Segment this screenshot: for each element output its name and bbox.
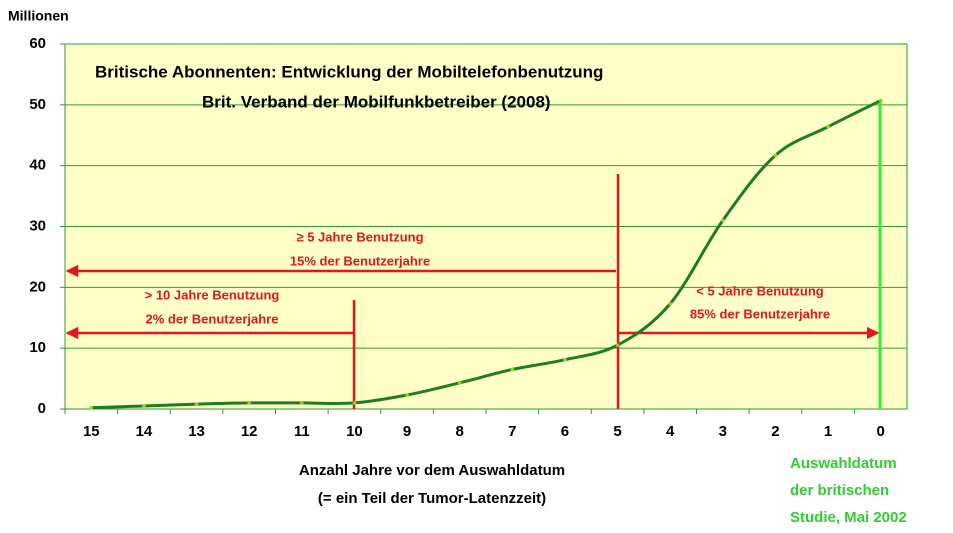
point: [142, 404, 146, 408]
y-tick-label: 10: [29, 339, 46, 356]
y-tick-label: 20: [29, 278, 46, 295]
y-tick-label: 40: [29, 157, 46, 174]
x-tick-label: 1: [824, 423, 832, 440]
annotation: 2% der Benutzerjahre: [146, 311, 279, 326]
point: [615, 343, 620, 347]
point: [510, 367, 515, 372]
annotation: Auswahldatum: [790, 455, 897, 472]
x-tick-label: 10: [346, 423, 363, 440]
annotation: > 10 Jahre Benutzung: [145, 287, 280, 302]
point: [457, 381, 462, 385]
point: [826, 124, 830, 129]
x-tick-label: 3: [719, 423, 727, 440]
x-axis-title: Anzahl Jahre vor dem Auswahldatum: [299, 462, 565, 479]
annotation: < 5 Jahre Benutzung: [696, 283, 824, 298]
annotation: ≥ 5 Jahre Benutzung: [296, 229, 423, 244]
x-tick-label: 11: [294, 423, 310, 440]
y-tick-label: 60: [29, 35, 46, 52]
chart-subtitle: Brit. Verband der Mobilfunkbetreiber (20…: [202, 92, 551, 111]
x-tick-label: 6: [561, 423, 569, 440]
x-tick-label: 8: [456, 423, 464, 440]
y-axis-title: Millionen: [8, 8, 69, 24]
point: [878, 98, 883, 103]
annotation: 15% der Benutzerjahre: [290, 253, 430, 268]
chart-title: Britische Abonnenten: Entwicklung der Mo…: [95, 62, 603, 81]
x-tick-label: 4: [666, 423, 675, 440]
x-axis-title: (= ein Teil der Tumor-Latenzzeit): [318, 490, 546, 507]
x-tick-label: 5: [613, 423, 621, 440]
line: [91, 99, 882, 410]
point: [89, 405, 94, 410]
y-tick-label: 0: [38, 400, 46, 417]
x-tick-label: 12: [241, 423, 258, 440]
x-tick-label: 7: [508, 423, 516, 440]
x-tick-label: 15: [83, 423, 100, 440]
annotation: der britischen: [790, 482, 889, 499]
y-tick-label: 30: [29, 217, 46, 234]
annotation: Studie, Mai 2002: [790, 509, 907, 526]
x-tick-label: 9: [403, 423, 411, 440]
point: [194, 402, 199, 406]
x-tick-label: 2: [771, 423, 779, 440]
point: [247, 401, 251, 405]
point: [405, 393, 409, 397]
point: [352, 401, 357, 405]
x-tick-label: 13: [188, 423, 205, 440]
x-tick-label: 0: [877, 423, 885, 440]
annotation: 85% der Benutzerjahre: [690, 306, 830, 321]
point: [773, 153, 778, 158]
y-tick-label: 50: [29, 96, 46, 113]
x-tick-label: 14: [136, 423, 153, 440]
point: [668, 301, 672, 306]
point: [300, 401, 304, 405]
point: [721, 218, 725, 223]
point: [563, 357, 567, 362]
